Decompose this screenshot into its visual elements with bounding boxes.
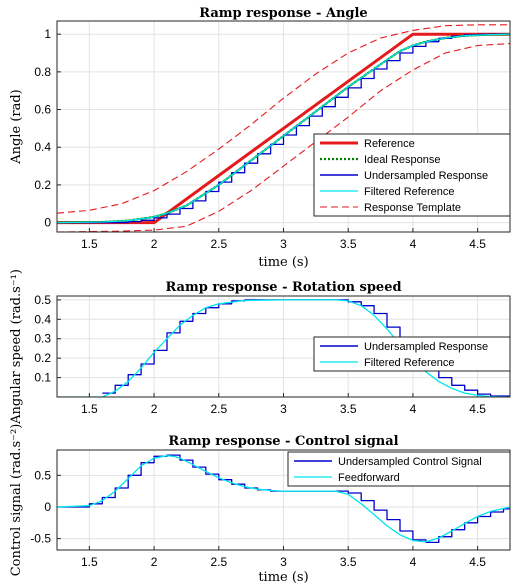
y-tick-label: 0.8 [34,65,51,79]
legend-label: Feedforward [338,472,400,484]
x-tick-label: 4 [410,402,417,416]
y-tick-label: 0.4 [34,140,51,154]
x-tick-label: 3.5 [340,402,357,416]
y-tick-label: 0.4 [34,312,51,326]
series-line-feedforward [57,455,510,543]
legend-label: Reference [364,138,415,150]
chart-panel-2: 1.5 2 2.5 3 3.5 4 4.5 -0.5 0 0.5 Ramp response - C… [9,424,511,585]
series-group [57,454,510,544]
series-line-undersampled-response [57,33,510,224]
x-tick-label: 1.5 [81,555,98,569]
x-tick-label: 2.5 [210,402,227,416]
legend: Undersampled Control Signal Feedforward [287,451,511,487]
y-tick-label: 0 [44,216,51,230]
chart-panel-0: 1.5 2 2.5 3 3.5 4 4.5 0 0.2 0.4 0.6 0.8 1 Ramp respon… [9,6,511,270]
axes-box [56,20,511,233]
series-line-filtered-reference [57,33,510,224]
y-tick-label: 0.2 [34,178,51,192]
x-axis-label: time (s) [258,255,308,270]
legend-label: Ideal Response [364,154,440,166]
x-tick-label: 3 [280,555,287,569]
legend-label: Undersampled Response [364,170,488,182]
x-tick-label: 4.5 [469,555,486,569]
y-axis-label: Angle (rad) [9,89,24,165]
series-line-response-template [57,24,510,214]
series-line-filtered-reference [57,299,510,397]
x-tick-label: 4.5 [469,237,486,251]
legend-box [313,336,511,372]
y-tick-label: 0.2 [34,351,51,365]
x-tick-label: 2 [151,555,158,569]
y-tick-label: 0.1 [34,371,51,385]
series-group [57,299,510,397]
x-axis-label: time (s) [258,570,308,585]
y-axis-label: Angular speed (rad.s⁻¹) [9,269,24,425]
series-group [57,24,510,232]
legend-label: Filtered Reference [364,357,455,369]
x-tick-label: 2.5 [210,237,227,251]
x-tick-label: 2 [151,402,158,416]
x-tick-label: 3.5 [340,237,357,251]
x-tick-label: 3 [280,402,287,416]
y-tick-label: 0.5 [34,468,51,482]
y-tick-label: 0 [44,500,51,514]
series-line-response-template-lower [57,43,510,232]
legend-label: Undersampled Control Signal [338,456,482,468]
x-tick-label: 4 [410,555,417,569]
y-tick-label: 0.5 [34,293,51,307]
y-tick-label: -0.5 [30,532,51,546]
chart-panel-1: 1.5 2 2.5 3 3.5 4 4.5 0.1 0.2 0.3 0.4 0.5 Ramp respo… [9,269,511,425]
legend: Undersampled Response Filtered Reference [313,336,511,372]
legend-label: Undersampled Response [364,341,488,353]
x-tick-label: 3.5 [340,555,357,569]
legend-box [287,451,511,487]
legend-label: Response Template [364,202,461,214]
y-tick-label: 0.3 [34,332,51,346]
axes-box [56,449,511,551]
x-tick-label: 1.5 [81,402,98,416]
chart-title: Ramp response - Control signal [168,434,398,449]
x-tick-label: 4.5 [469,402,486,416]
chart-title: Ramp response - Rotation speed [165,280,401,295]
x-tick-label: 2.5 [210,555,227,569]
chart-title: Ramp response - Angle [199,6,367,21]
x-tick-label: 3 [280,237,287,251]
legend: Reference Ideal Response Undersampled Resp… [313,133,511,217]
x-tick-label: 4 [410,237,417,251]
y-tick-label: 0.6 [34,103,51,117]
x-tick-label: 1.5 [81,237,98,251]
x-tick-label: 2 [151,237,158,251]
y-axis-label: Control signal (rad.s⁻²) [9,424,24,577]
legend-label: Filtered Reference [364,186,455,198]
y-tick-label: 1 [44,27,51,41]
